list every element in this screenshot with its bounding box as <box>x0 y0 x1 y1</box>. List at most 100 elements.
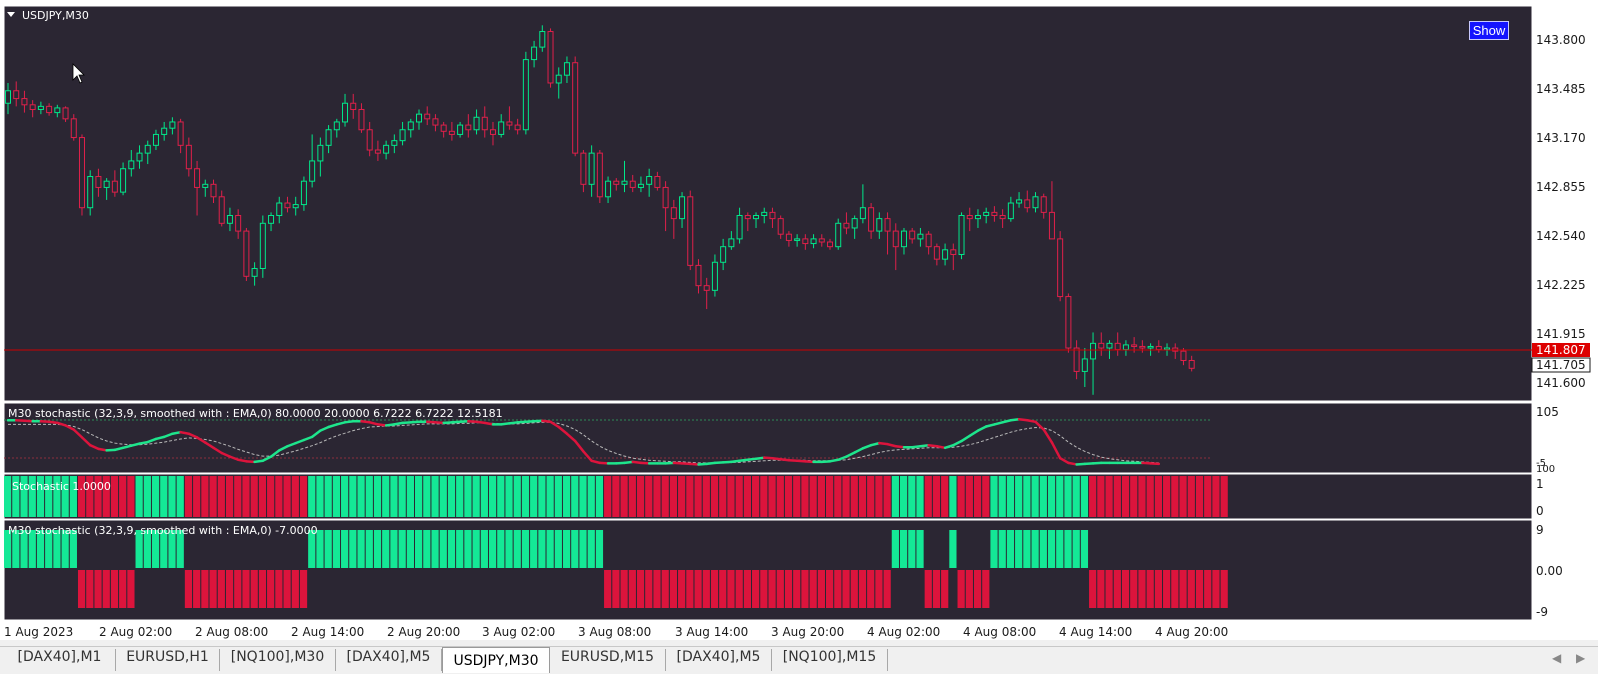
candle-body <box>259 222 266 270</box>
symbol-label: USDJPY,M30 <box>22 9 89 22</box>
main-line-segment <box>697 462 708 466</box>
tab-nq100-m15[interactable]: [NQ100],M15 <box>772 649 888 671</box>
tab-nq100-m30[interactable]: [NQ100],M30 <box>220 649 336 671</box>
candle-body <box>1180 350 1187 361</box>
histogram-bar-down <box>834 570 842 608</box>
histogram-bar-up <box>1072 530 1080 568</box>
main-line-segment <box>820 460 832 464</box>
chart-canvas[interactable]: USDJPY,M30 M30 stochastic (32,3,9, smoot… <box>0 0 1598 640</box>
histogram-bar-up <box>373 530 382 568</box>
candle-body <box>917 233 924 240</box>
stochastic-bar <box>982 476 990 517</box>
histogram-bar-up <box>316 530 324 568</box>
histogram-bar-down <box>1105 570 1113 608</box>
tab-eurusd-m15[interactable]: EURUSD,M15 <box>550 649 666 671</box>
main-line-segment <box>393 421 404 426</box>
histogram-bar-up <box>160 530 168 568</box>
main-panel[interactable] <box>3 5 1533 402</box>
main-line-segment <box>450 420 462 424</box>
histogram-bar-up <box>308 530 316 568</box>
histogram-bar-down <box>1179 570 1187 608</box>
stochastic-bar <box>127 476 135 517</box>
main-line-segment <box>14 418 26 423</box>
candle-body <box>218 196 225 224</box>
histogram-bar-up <box>1039 530 1047 568</box>
collapse-triangle-icon[interactable] <box>7 12 15 17</box>
price-label: 143.800 <box>1536 33 1586 47</box>
indicator2-panel[interactable] <box>3 473 1533 520</box>
stochastic-bar <box>817 476 825 517</box>
ind1-axis-bottom: -5 <box>1536 458 1546 469</box>
tab-dax40-m5-2[interactable]: [DAX40],M5 <box>666 649 772 671</box>
candle-body <box>292 204 299 209</box>
candle-body <box>999 215 1006 220</box>
stochastic-bar <box>1089 476 1097 517</box>
main-line-segment <box>401 421 413 425</box>
candle-body <box>226 215 233 224</box>
candle-body <box>876 218 883 232</box>
histogram-bar-down <box>225 570 234 608</box>
main-line-segment <box>47 420 59 425</box>
candle-body <box>1139 345 1146 349</box>
tab-dax40-m1[interactable]: [DAX40],M1 <box>4 649 116 671</box>
main-line-segment <box>894 444 906 449</box>
stochastic-bar <box>258 476 267 517</box>
histogram-bar-down <box>127 570 135 608</box>
histogram-bar-up <box>382 530 390 568</box>
main-line-segment <box>976 425 988 432</box>
stochastic-bar <box>316 476 324 517</box>
price-label: 142.855 <box>1536 180 1586 194</box>
tab-dax40-m5[interactable]: [DAX40],M5 <box>336 649 442 671</box>
stochastic-bar <box>1097 476 1105 517</box>
tab-eurusd-h1[interactable]: EURUSD,H1 <box>116 649 220 671</box>
scroll-left-icon[interactable]: ◀ <box>1552 651 1562 665</box>
main-line-segment <box>541 419 552 424</box>
main-line-segment <box>565 432 577 443</box>
candle-body <box>900 230 907 248</box>
candle-body <box>70 118 77 139</box>
histogram-bar-up <box>530 530 538 568</box>
main-line-segment <box>713 461 725 465</box>
histogram-bar-down <box>817 570 825 608</box>
main-line-segment <box>689 462 700 466</box>
indicator3-label: M30 stochastic (32,3,9, smoothed with : … <box>8 524 318 537</box>
main-line-segment <box>154 435 166 441</box>
candle-body <box>1098 342 1105 349</box>
stochastic-bar <box>349 476 357 517</box>
candle-body <box>424 113 431 120</box>
stochastic-bar <box>283 476 291 517</box>
main-line-segment <box>23 419 34 423</box>
histogram-bar-up <box>53 530 61 568</box>
price-axis[interactable]: 143.800 143.485 143.170 142.855 142.540 … <box>1536 33 1586 390</box>
histogram-bar-up <box>464 530 472 568</box>
histogram-bar-up <box>1064 530 1072 568</box>
histogram-bar-down <box>719 570 727 608</box>
stochastic-bar <box>77 476 86 517</box>
scroll-right-icon[interactable]: ▶ <box>1576 651 1586 665</box>
chart-window[interactable]: USDJPY,M30 M30 stochastic (32,3,9, smoot… <box>0 0 1598 640</box>
tab-usdjpy-m30[interactable]: USDJPY,M30 <box>442 647 550 673</box>
main-line-segment <box>162 432 174 439</box>
stochastic-bar <box>628 476 636 517</box>
time-axis[interactable]: 1 Aug 2023 2 Aug 02:00 2 Aug 08:00 2 Aug… <box>4 625 1228 639</box>
stochastic-bar <box>365 476 373 517</box>
stochastic-bar <box>456 476 464 517</box>
histogram-bar-down <box>620 570 628 608</box>
candle-body <box>358 108 365 131</box>
stochastic-bar <box>53 476 61 517</box>
histogram-bar-down <box>299 570 308 608</box>
candle-body <box>498 121 505 135</box>
main-line-segment <box>261 455 273 463</box>
stochastic-bar <box>842 476 850 517</box>
histogram-bar-up <box>1015 530 1023 568</box>
show-button[interactable]: Show <box>1469 21 1509 40</box>
main-line-segment <box>836 455 848 462</box>
histogram-bar-down <box>694 570 702 608</box>
candle-body <box>1057 238 1064 298</box>
histogram-bar-up <box>168 530 176 568</box>
candle-body <box>703 285 710 291</box>
histogram-bar-up <box>990 530 998 568</box>
histogram-bar-up <box>1056 530 1064 568</box>
candle-body <box>687 196 694 266</box>
indicator3-panel[interactable] <box>3 519 1533 621</box>
